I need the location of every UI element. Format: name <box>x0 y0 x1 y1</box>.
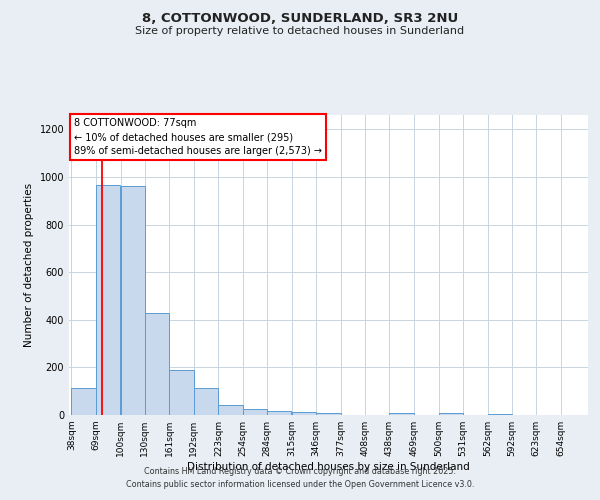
Bar <box>267 412 292 415</box>
Bar <box>71 388 96 415</box>
Text: Contains public sector information licensed under the Open Government Licence v3: Contains public sector information licen… <box>126 480 474 489</box>
Text: 8, COTTONWOOD, SUNDERLAND, SR3 2NU: 8, COTTONWOOD, SUNDERLAND, SR3 2NU <box>142 12 458 26</box>
Bar <box>488 414 512 415</box>
Bar <box>121 186 145 415</box>
Bar <box>96 185 121 415</box>
Bar <box>439 413 463 415</box>
Bar <box>292 412 316 415</box>
Y-axis label: Number of detached properties: Number of detached properties <box>24 183 34 347</box>
Bar <box>194 388 218 415</box>
Text: 8 COTTONWOOD: 77sqm
← 10% of detached houses are smaller (295)
89% of semi-detac: 8 COTTONWOOD: 77sqm ← 10% of detached ho… <box>74 118 322 156</box>
Text: Contains HM Land Registry data © Crown copyright and database right 2025.: Contains HM Land Registry data © Crown c… <box>144 467 456 476</box>
Bar <box>145 312 169 415</box>
X-axis label: Distribution of detached houses by size in Sunderland: Distribution of detached houses by size … <box>187 462 470 472</box>
Bar <box>218 405 243 415</box>
Bar <box>243 409 268 415</box>
Text: Size of property relative to detached houses in Sunderland: Size of property relative to detached ho… <box>136 26 464 36</box>
Bar <box>169 370 194 415</box>
Bar <box>389 412 414 415</box>
Bar <box>316 412 341 415</box>
